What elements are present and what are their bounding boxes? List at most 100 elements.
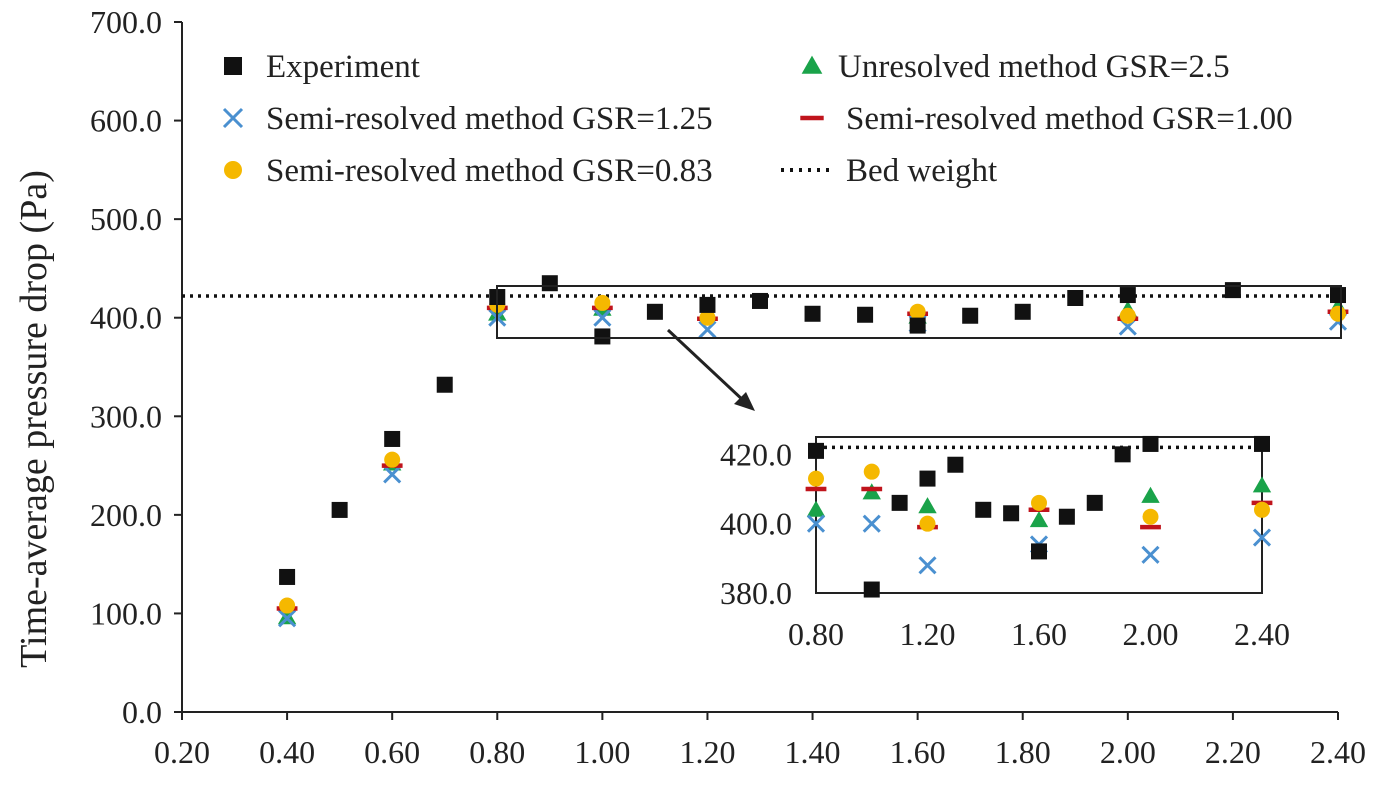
zoom-region-box xyxy=(496,285,1342,411)
data-point xyxy=(752,292,768,309)
legend-entry-bed-weight: Bed weight xyxy=(781,153,997,189)
inset-data-point xyxy=(1031,494,1047,511)
data-point xyxy=(909,303,926,320)
zoom-arrow-head xyxy=(734,392,755,411)
data-point xyxy=(331,501,348,518)
inset-data-point xyxy=(1031,543,1047,560)
y-tick-label: 700.0 xyxy=(90,4,162,40)
y-tick-label: 400.0 xyxy=(90,300,162,336)
data-point xyxy=(909,317,926,334)
legend-marker xyxy=(801,55,823,74)
y-tick-label: 100.0 xyxy=(90,595,162,631)
data-point xyxy=(699,309,716,326)
legend-label: Semi-resolved method GSR=0.83 xyxy=(266,153,713,189)
x-tick-label: 1.60 xyxy=(890,734,946,770)
inset-data-point xyxy=(1141,545,1160,564)
legend-entry-semi-resolved-method-gsr-1-00: Semi-resolved method GSR=1.00 xyxy=(800,101,1293,137)
data-point xyxy=(594,294,611,311)
legend: Experiment Unresolved method GSR=2.5 Semi-… xyxy=(222,49,1293,189)
data-point xyxy=(1224,282,1241,299)
inset-data-point xyxy=(863,463,880,480)
y-tick-label: 600.0 xyxy=(90,103,162,139)
x-tick-label: 2.40 xyxy=(1310,734,1366,770)
inset-series-semi-resolved-method-gsr-0-83 xyxy=(808,463,1270,532)
inset-data-point xyxy=(862,483,881,500)
legend-entry-semi-resolved-method-gsr-0-83: Semi-resolved method GSR=0.83 xyxy=(224,153,713,189)
x-tick-label: 0.20 xyxy=(154,734,210,770)
inset-data-point xyxy=(919,515,936,532)
inset-x-tick-label: 1.60 xyxy=(1011,616,1067,652)
y-tick-label: 200.0 xyxy=(90,497,162,533)
zoom-rectangle xyxy=(496,285,1342,339)
inset-y-tick-label: 380.0 xyxy=(720,575,792,611)
x-tick-label: 0.60 xyxy=(364,734,420,770)
inset-plot: 0.80 1.20 1.60 2.00 2.40 380.0 400.0 420.0 xyxy=(720,435,1290,652)
data-point xyxy=(383,465,402,484)
legend-label: Semi-resolved method GSR=1.25 xyxy=(266,101,713,137)
x-tick-label: 2.20 xyxy=(1205,734,1261,770)
data-point xyxy=(436,376,453,393)
inset-data-point xyxy=(891,494,908,511)
inset-data-point xyxy=(862,514,881,533)
series-experiment xyxy=(279,275,1346,585)
inset-series-unresolved-method-gsr-2-5 xyxy=(806,476,1272,528)
inset-data-point xyxy=(1029,511,1049,528)
legend-marker xyxy=(224,57,242,75)
inset-data-point xyxy=(918,497,937,514)
inset-data-point xyxy=(806,500,826,517)
x-tick-label: 1.20 xyxy=(679,734,735,770)
legend-entry-unresolved-method-gsr-2-5: Unresolved method GSR=2.5 xyxy=(801,49,1230,85)
inset-data-point xyxy=(1142,435,1159,452)
legend-label: Experiment xyxy=(266,49,420,85)
legend-label: Unresolved method GSR=2.5 xyxy=(838,49,1230,85)
inset-x-tick-label: 1.20 xyxy=(900,616,956,652)
inset-data-point xyxy=(1003,505,1020,522)
x-tick-label: 0.40 xyxy=(259,734,315,770)
legend-marker xyxy=(222,107,244,129)
inset-data-point xyxy=(1254,435,1270,452)
inset-y-tick-label: 400.0 xyxy=(720,506,792,542)
inset-data-point xyxy=(918,556,937,575)
data-point xyxy=(541,275,558,292)
inset-data-point xyxy=(806,514,826,533)
data-point xyxy=(277,608,297,625)
data-point xyxy=(279,568,296,585)
inset-x-tick-label: 2.40 xyxy=(1234,616,1290,652)
legend-label: Bed weight xyxy=(846,153,997,189)
inset-x-tick-label: 0.80 xyxy=(788,616,844,652)
data-point xyxy=(278,609,297,628)
data-point xyxy=(698,320,717,339)
data-point xyxy=(594,328,611,345)
data-point xyxy=(384,430,401,447)
zoom-arrow-line xyxy=(666,328,747,404)
inset-data-point xyxy=(863,581,880,598)
data-point xyxy=(646,303,663,320)
inset-data-point xyxy=(1086,494,1103,511)
inset-data-point xyxy=(1252,476,1272,493)
inset-data-point xyxy=(1114,446,1131,463)
y-tick-label: 500.0 xyxy=(90,201,162,237)
inset-data-point xyxy=(1254,501,1270,518)
x-tick-label: 0.80 xyxy=(469,734,525,770)
data-point xyxy=(699,296,716,313)
data-point xyxy=(1330,287,1346,304)
inset-series-experiment xyxy=(808,435,1270,598)
legend-entry-experiment: Experiment xyxy=(224,49,420,85)
inset-data-point xyxy=(808,470,824,487)
x-tick-label: 1.40 xyxy=(785,734,841,770)
y-tick-label: 0.0 xyxy=(122,694,162,730)
data-point xyxy=(384,451,401,468)
data-point xyxy=(1014,303,1031,320)
inset-data-point xyxy=(919,470,936,487)
data-point xyxy=(1067,290,1084,306)
data-point xyxy=(857,306,874,323)
legend-marker xyxy=(224,161,242,179)
data-point xyxy=(804,305,821,322)
data-point xyxy=(1330,305,1346,322)
inset-y-tick-label: 420.0 xyxy=(720,436,792,472)
data-point xyxy=(593,308,612,327)
inset-x-tick-label: 2.00 xyxy=(1123,616,1179,652)
data-point xyxy=(279,597,296,614)
data-point xyxy=(1119,307,1136,324)
